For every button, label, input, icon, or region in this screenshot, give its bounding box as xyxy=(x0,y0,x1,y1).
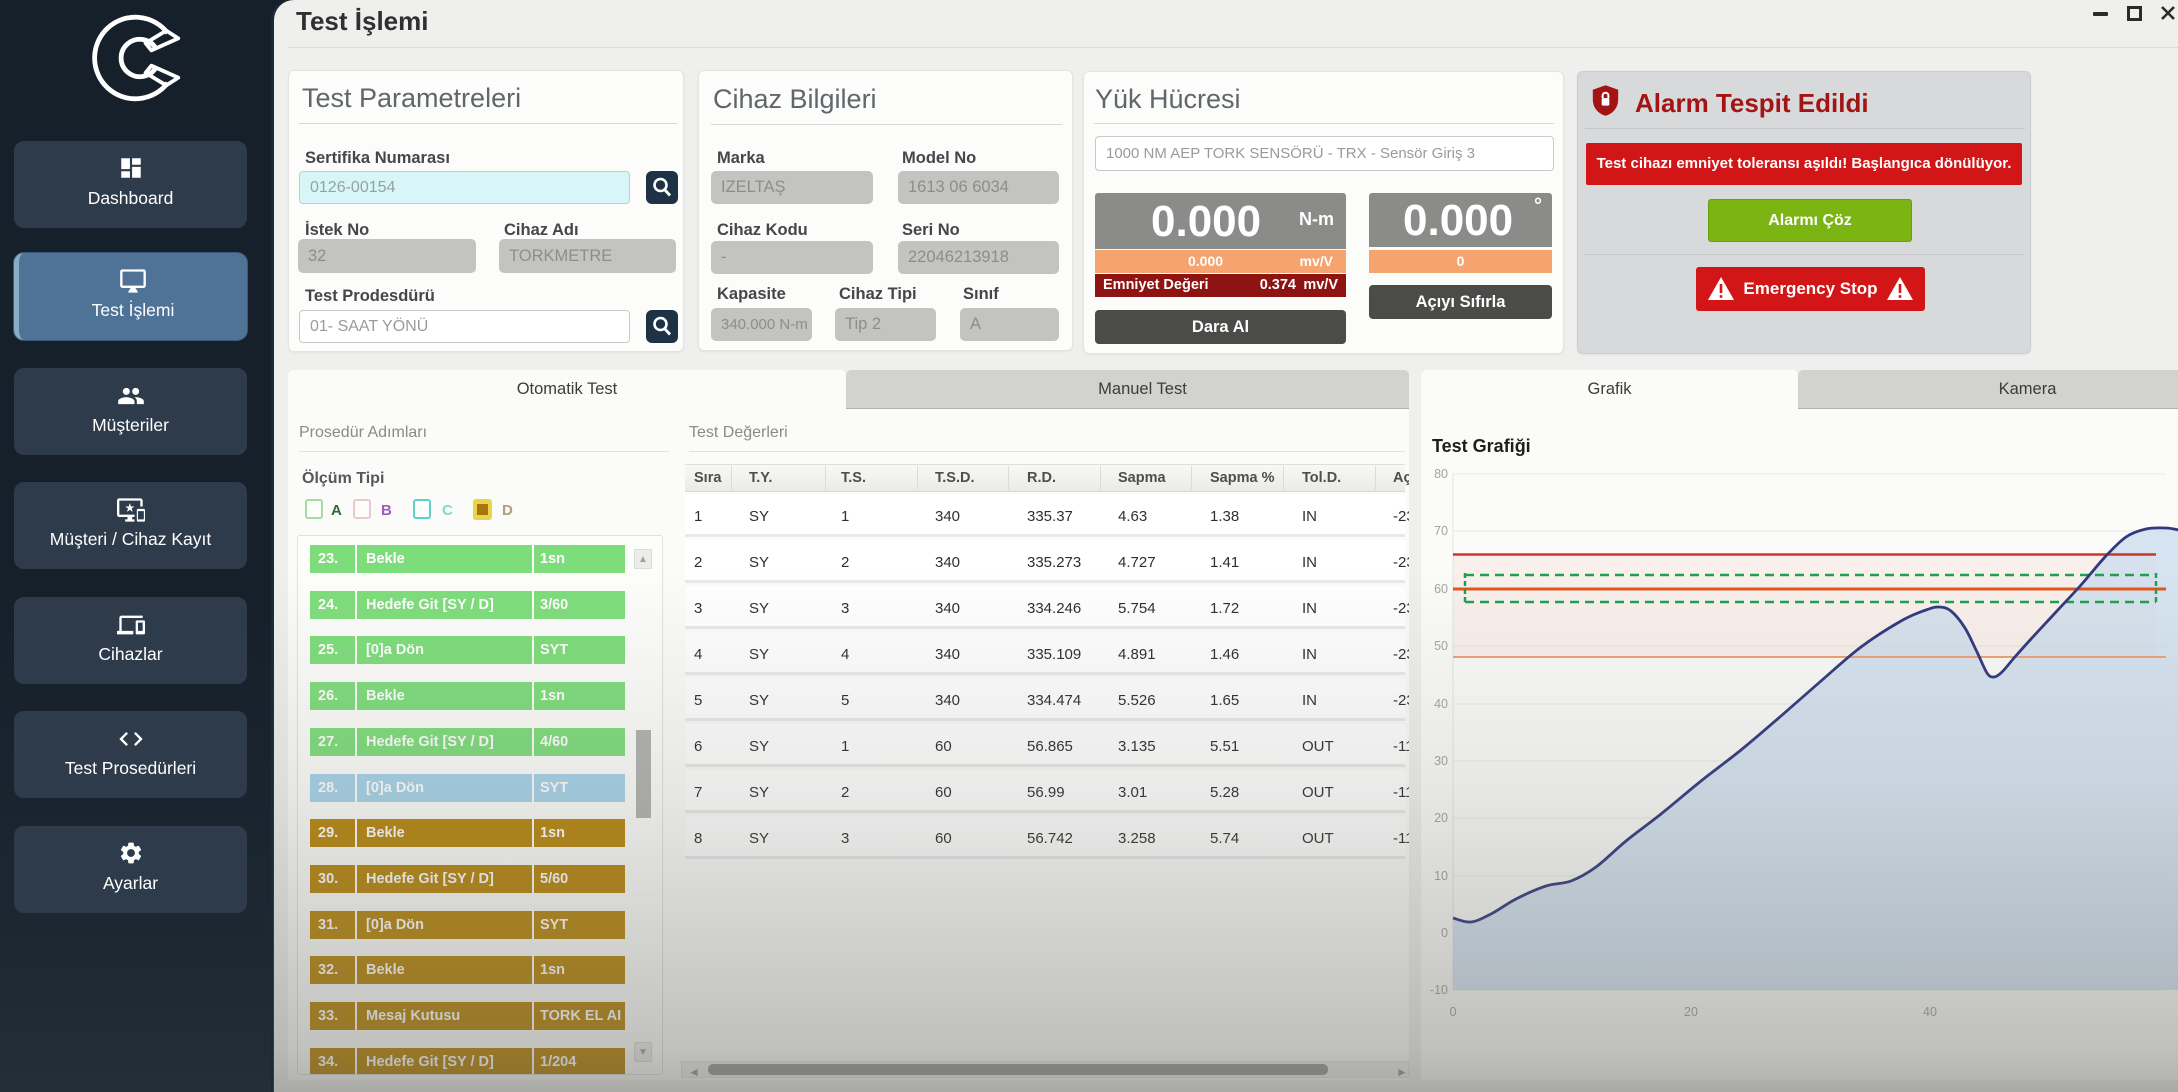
svg-text:50: 50 xyxy=(1434,639,1448,653)
svg-text:80: 80 xyxy=(1434,467,1448,481)
svg-text:70: 70 xyxy=(1434,524,1448,538)
svg-text:40: 40 xyxy=(1923,1005,1937,1019)
svg-text:20: 20 xyxy=(1434,811,1448,825)
svg-text:0: 0 xyxy=(1450,1005,1457,1019)
svg-text:0: 0 xyxy=(1441,926,1448,940)
svg-text:30: 30 xyxy=(1434,754,1448,768)
svg-text:60: 60 xyxy=(1434,582,1448,596)
svg-text:20: 20 xyxy=(1684,1005,1698,1019)
svg-text:40: 40 xyxy=(1434,697,1448,711)
svg-text:-10: -10 xyxy=(1430,983,1448,997)
svg-text:10: 10 xyxy=(1434,869,1448,883)
